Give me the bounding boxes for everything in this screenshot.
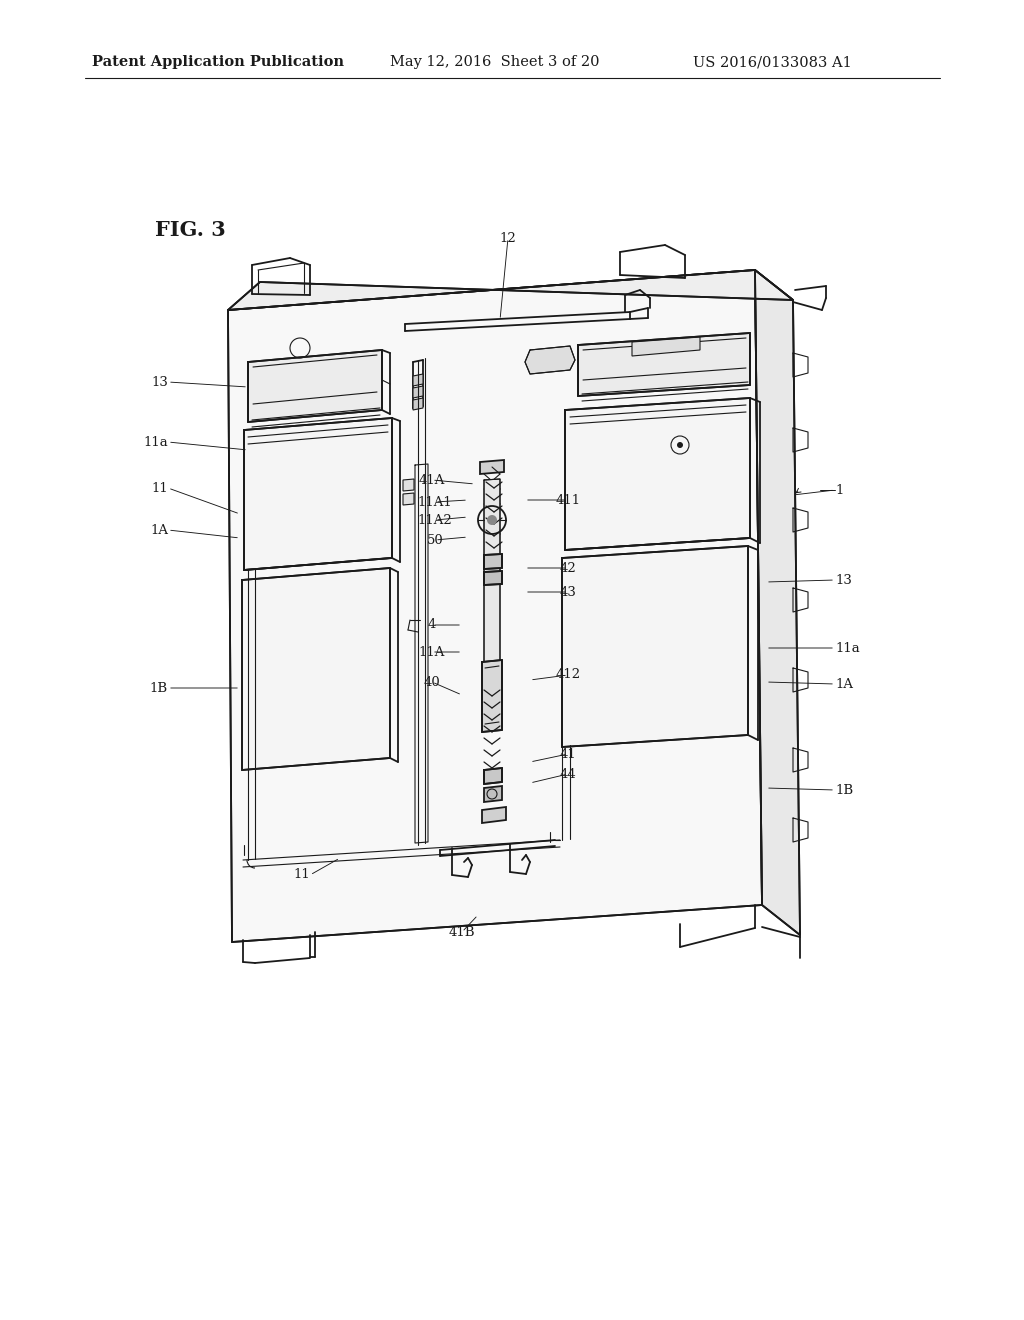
Polygon shape bbox=[484, 785, 502, 803]
Polygon shape bbox=[413, 385, 423, 399]
Polygon shape bbox=[482, 660, 502, 733]
Polygon shape bbox=[484, 479, 500, 681]
Text: 11A1: 11A1 bbox=[418, 495, 453, 508]
Text: 44: 44 bbox=[560, 767, 577, 780]
Text: US 2016/0133083 A1: US 2016/0133083 A1 bbox=[693, 55, 852, 69]
Polygon shape bbox=[228, 271, 793, 310]
Text: 11a: 11a bbox=[835, 642, 860, 655]
Text: 1A: 1A bbox=[150, 524, 168, 536]
Polygon shape bbox=[403, 479, 414, 491]
Text: 1B: 1B bbox=[150, 681, 168, 694]
Text: FIG. 3: FIG. 3 bbox=[155, 220, 225, 240]
Text: 13: 13 bbox=[152, 375, 168, 388]
Circle shape bbox=[677, 442, 683, 447]
Text: 11: 11 bbox=[152, 482, 168, 495]
Text: Patent Application Publication: Patent Application Publication bbox=[92, 55, 344, 69]
Text: 40: 40 bbox=[424, 676, 440, 689]
Polygon shape bbox=[755, 271, 800, 935]
Text: 42: 42 bbox=[560, 561, 577, 574]
Polygon shape bbox=[565, 399, 750, 550]
Polygon shape bbox=[480, 459, 504, 474]
Polygon shape bbox=[242, 568, 390, 770]
Polygon shape bbox=[484, 768, 502, 784]
Text: 11a: 11a bbox=[143, 436, 168, 449]
Text: 412: 412 bbox=[555, 668, 581, 681]
Text: 41A: 41A bbox=[419, 474, 445, 487]
Text: 11A: 11A bbox=[419, 645, 445, 659]
Polygon shape bbox=[403, 492, 414, 506]
Polygon shape bbox=[482, 807, 506, 822]
Text: 1: 1 bbox=[835, 483, 844, 496]
Text: 41: 41 bbox=[560, 747, 577, 760]
Text: 1B: 1B bbox=[835, 784, 853, 796]
Polygon shape bbox=[578, 333, 750, 396]
Text: 4: 4 bbox=[428, 619, 436, 631]
Text: 41B: 41B bbox=[449, 925, 475, 939]
Circle shape bbox=[487, 515, 497, 525]
Text: 1A: 1A bbox=[835, 677, 853, 690]
Text: May 12, 2016  Sheet 3 of 20: May 12, 2016 Sheet 3 of 20 bbox=[390, 55, 599, 69]
Polygon shape bbox=[632, 337, 700, 356]
Polygon shape bbox=[484, 572, 502, 585]
Polygon shape bbox=[413, 399, 423, 411]
Polygon shape bbox=[484, 554, 502, 569]
Polygon shape bbox=[562, 546, 748, 747]
Text: 43: 43 bbox=[559, 586, 577, 598]
Polygon shape bbox=[413, 374, 423, 385]
Polygon shape bbox=[248, 350, 382, 422]
Text: 50: 50 bbox=[427, 533, 443, 546]
Text: 11A2: 11A2 bbox=[418, 513, 453, 527]
Text: 12: 12 bbox=[500, 231, 516, 244]
Polygon shape bbox=[244, 418, 392, 570]
Polygon shape bbox=[228, 271, 762, 942]
Text: 11: 11 bbox=[293, 869, 310, 882]
Polygon shape bbox=[525, 346, 575, 374]
Text: 13: 13 bbox=[835, 573, 852, 586]
Text: 411: 411 bbox=[555, 494, 581, 507]
